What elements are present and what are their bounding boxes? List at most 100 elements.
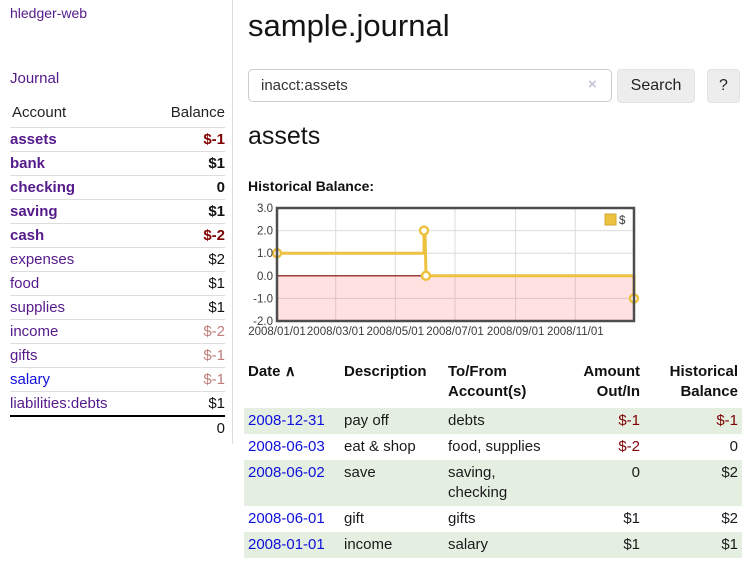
- register-row: 2008-12-31 pay off debts $-1 $-1: [244, 408, 742, 434]
- register-header-row: Date ∧ Description To/From Account(s) Am…: [244, 360, 742, 408]
- register-row: 2008-06-01 gift gifts $1 $2: [244, 506, 742, 532]
- transaction-description: gift: [344, 510, 365, 527]
- account-link-cash[interactable]: cash: [10, 227, 45, 244]
- transaction-balance: $2: [721, 510, 738, 527]
- accounts-header-account: Account: [12, 104, 67, 121]
- account-balance: $1: [148, 151, 225, 176]
- account-balance: $-2: [148, 319, 225, 344]
- transaction-date-link[interactable]: 2008-06-01: [248, 510, 325, 527]
- account-link-checking[interactable]: checking: [10, 179, 76, 196]
- historical-balance-chart: $ 3.0 2.0 1.0 0.0 -1.0 -2.0 2008/01/01 2…: [248, 203, 640, 338]
- account-row-liabilities-debts: liabilities:debts $1: [10, 391, 225, 416]
- account-row-cash: cash $-2: [10, 223, 225, 248]
- account-balance: $-1: [148, 367, 225, 392]
- transaction-date-link[interactable]: 2008-01-01: [248, 536, 325, 553]
- accounts-header-balance: Balance: [170, 104, 225, 121]
- svg-text:2008/09/01: 2008/09/01: [487, 326, 545, 338]
- accounts-table-header: Account Balance: [10, 102, 225, 128]
- page-title: sample.journal: [248, 8, 450, 43]
- account-row-gifts: gifts $-1: [10, 343, 225, 368]
- accounts-total-row: 0: [10, 414, 225, 440]
- search-input[interactable]: [248, 69, 612, 102]
- date-header-label: Date: [248, 363, 281, 380]
- help-button[interactable]: ?: [707, 69, 740, 103]
- transaction-amount: $-1: [618, 412, 640, 429]
- transaction-amount: $1: [623, 510, 640, 527]
- svg-text:1.0: 1.0: [257, 248, 273, 260]
- account-row-income: income $-2: [10, 319, 225, 344]
- register-header-accounts: To/From Account(s): [448, 363, 527, 400]
- account-row-assets: assets $-1: [10, 127, 225, 152]
- transaction-amount: $1: [623, 536, 640, 553]
- account-link-salary[interactable]: salary: [10, 371, 51, 388]
- svg-text:2008/03/01: 2008/03/01: [307, 326, 365, 338]
- account-balance: $-2: [148, 223, 225, 248]
- accounts-total-value: 0: [148, 414, 225, 440]
- svg-text:2008/05/01: 2008/05/01: [367, 326, 425, 338]
- chart-title: Historical Balance:: [248, 178, 375, 194]
- account-balance: $1: [148, 295, 225, 320]
- transaction-amount: $-2: [618, 438, 640, 455]
- legend-swatch: [604, 213, 617, 226]
- account-balance: 0: [148, 175, 225, 200]
- svg-text:-2.0: -2.0: [253, 316, 273, 328]
- transaction-accounts: gifts: [448, 510, 476, 527]
- transaction-balance: $1: [721, 536, 738, 553]
- account-balance: $1: [148, 391, 225, 416]
- account-link-bank[interactable]: bank: [10, 155, 46, 172]
- transaction-description: income: [344, 536, 393, 553]
- register-header-date[interactable]: Date ∧: [244, 360, 340, 408]
- account-row-supplies: supplies $1: [10, 295, 225, 320]
- account-balance: $-1: [148, 343, 225, 368]
- svg-text:2.0: 2.0: [257, 226, 273, 238]
- account-link-liabilities-debts[interactable]: liabilities:debts: [10, 394, 108, 412]
- legend-label: $: [619, 215, 626, 227]
- x-axis-labels: 2008/01/01 2008/03/01 2008/05/01 2008/07…: [248, 326, 603, 338]
- account-balance: $1: [148, 271, 225, 296]
- transaction-date-link[interactable]: 2008-06-02: [248, 464, 325, 481]
- register-table: Date ∧ Description To/From Account(s) Am…: [244, 360, 742, 558]
- register-row: 2008-01-01 income salary $1 $1: [244, 532, 742, 558]
- svg-text:2008/07/01: 2008/07/01: [426, 326, 484, 338]
- plot-border: [275, 206, 636, 323]
- app-brand-link[interactable]: hledger-web: [10, 5, 88, 21]
- account-row-food: food $1: [10, 271, 225, 296]
- register-header-amount: Amount Out/In: [583, 363, 640, 400]
- account-row-expenses: expenses $2: [10, 247, 225, 272]
- account-link-expenses[interactable]: expenses: [10, 251, 75, 268]
- transaction-description: save: [344, 464, 376, 481]
- register-row: 2008-06-02 save saving, checking 0 $2: [244, 460, 742, 506]
- transaction-description: pay off: [344, 412, 389, 429]
- svg-text:2008/11/01: 2008/11/01: [547, 326, 604, 338]
- svg-text:-1.0: -1.0: [253, 293, 273, 305]
- transaction-amount: 0: [631, 464, 640, 481]
- search-button[interactable]: Search: [617, 69, 695, 103]
- account-link-gifts[interactable]: gifts: [10, 347, 38, 364]
- account-heading: assets: [248, 122, 321, 150]
- account-link-income[interactable]: income: [10, 323, 59, 340]
- accounts-table: Account Balance assets $-1 bank $1 check…: [10, 102, 225, 440]
- sidebar-item-journal[interactable]: Journal: [10, 70, 60, 87]
- account-link-saving[interactable]: saving: [10, 203, 58, 220]
- svg-text:2008/01/01: 2008/01/01: [248, 326, 306, 338]
- account-balance: $-1: [148, 127, 225, 152]
- account-row-salary: salary $-1: [10, 367, 225, 392]
- transaction-date-link[interactable]: 2008-06-03: [248, 438, 325, 455]
- account-link-food[interactable]: food: [10, 275, 40, 292]
- transaction-accounts: salary: [448, 536, 489, 553]
- transaction-date-link[interactable]: 2008-12-31: [248, 412, 325, 429]
- transaction-accounts: debts: [448, 412, 485, 429]
- clear-search-icon[interactable]: ×: [588, 76, 597, 93]
- register-header-description: Description: [344, 363, 427, 380]
- account-balance: $2: [148, 247, 225, 272]
- account-row-checking: checking 0: [10, 175, 225, 200]
- account-row-saving: saving $1: [10, 199, 225, 224]
- account-balance: $1: [148, 199, 225, 224]
- account-link-assets[interactable]: assets: [10, 131, 57, 148]
- transaction-balance: $-1: [716, 412, 738, 429]
- transaction-accounts: saving, checking: [448, 464, 508, 501]
- account-link-supplies[interactable]: supplies: [10, 299, 66, 316]
- transaction-description: eat & shop: [344, 438, 416, 455]
- sort-ascending-icon: ∧: [284, 363, 296, 380]
- chart-legend: $: [604, 213, 626, 227]
